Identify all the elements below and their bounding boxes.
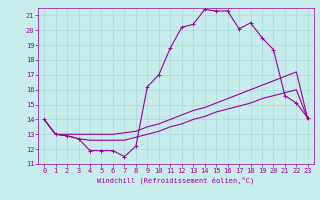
X-axis label: Windchill (Refroidissement éolien,°C): Windchill (Refroidissement éolien,°C)	[97, 177, 255, 184]
